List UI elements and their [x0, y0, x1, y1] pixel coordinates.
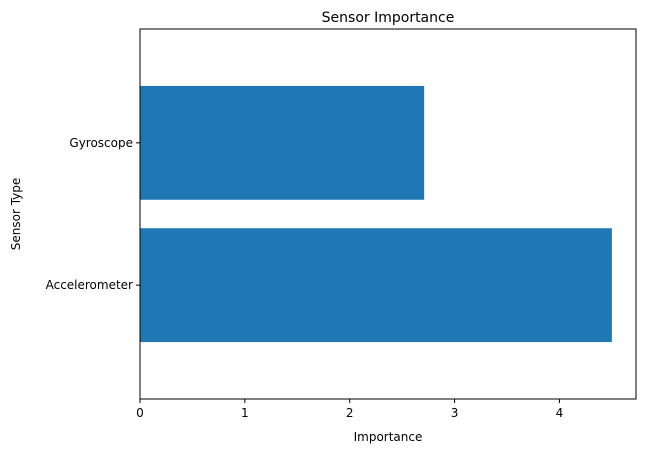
x-tick-label: 0	[136, 406, 144, 420]
y-axis-ticks: Accelerometer Gyroscope	[46, 136, 140, 292]
y-tick-label: Accelerometer	[46, 278, 133, 292]
bar-gyroscope	[140, 85, 425, 200]
x-tick-label: 1	[241, 406, 249, 420]
bars-group	[140, 85, 612, 343]
y-tick-label: Gyroscope	[69, 136, 133, 150]
chart-title: Sensor Importance	[322, 10, 455, 26]
y-axis-label: Sensor Type	[9, 178, 23, 251]
x-tick-label: 3	[451, 406, 459, 420]
x-tick-label: 2	[346, 406, 354, 420]
x-axis-ticks: 0 1 2 3 4	[136, 399, 563, 420]
x-axis-label: Importance	[354, 430, 423, 444]
x-tick-label: 4	[556, 406, 564, 420]
plot-frame	[139, 28, 637, 400]
plot-background	[140, 29, 636, 399]
bar-accelerometer	[140, 228, 612, 343]
